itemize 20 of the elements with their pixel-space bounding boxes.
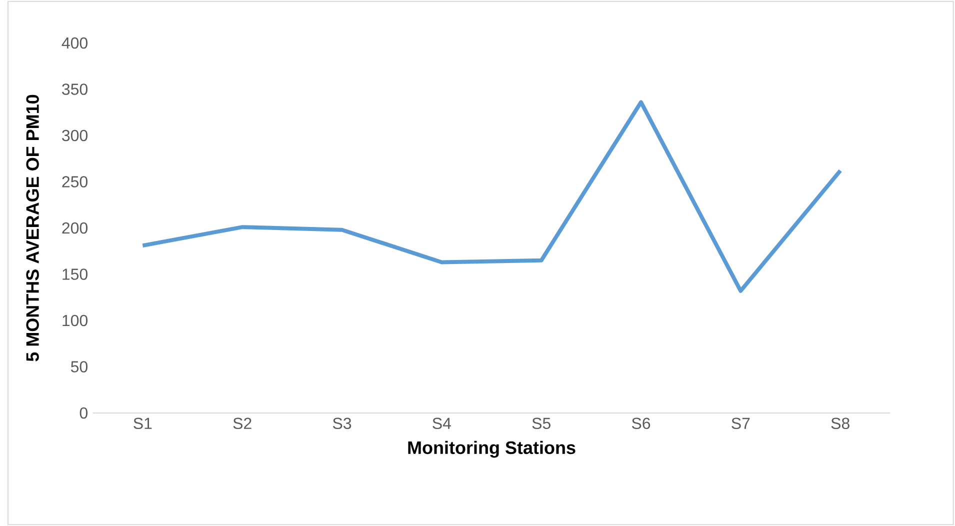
line-series bbox=[140, 100, 842, 293]
y-tick-label: 350 bbox=[62, 84, 88, 95]
x-tick-label: S4 bbox=[432, 418, 451, 430]
x-tick-label: S3 bbox=[332, 418, 352, 430]
y-tick-label: 100 bbox=[62, 314, 88, 326]
x-tick-label: S2 bbox=[233, 418, 252, 430]
y-tick-label: 150 bbox=[62, 268, 88, 280]
y-tick-label: 0 bbox=[80, 407, 88, 419]
y-tick-label: 50 bbox=[70, 361, 88, 372]
y-tick-label: 300 bbox=[62, 130, 88, 142]
y-tick-label: 200 bbox=[62, 222, 88, 234]
x-tick-label: S7 bbox=[732, 418, 750, 430]
x-axis-title: Monitoring Stations bbox=[408, 440, 576, 458]
x-tick-label: S1 bbox=[134, 418, 152, 430]
x-tick-label: S6 bbox=[632, 418, 650, 430]
x-tick-label: S5 bbox=[532, 418, 550, 430]
x-tick-label: S8 bbox=[831, 418, 850, 430]
y-tick-label: 400 bbox=[62, 37, 88, 49]
y-tick-label: 250 bbox=[62, 176, 88, 188]
y-axis-title: 5 MONTHS AVERAGE OF PM10 bbox=[26, 94, 39, 362]
